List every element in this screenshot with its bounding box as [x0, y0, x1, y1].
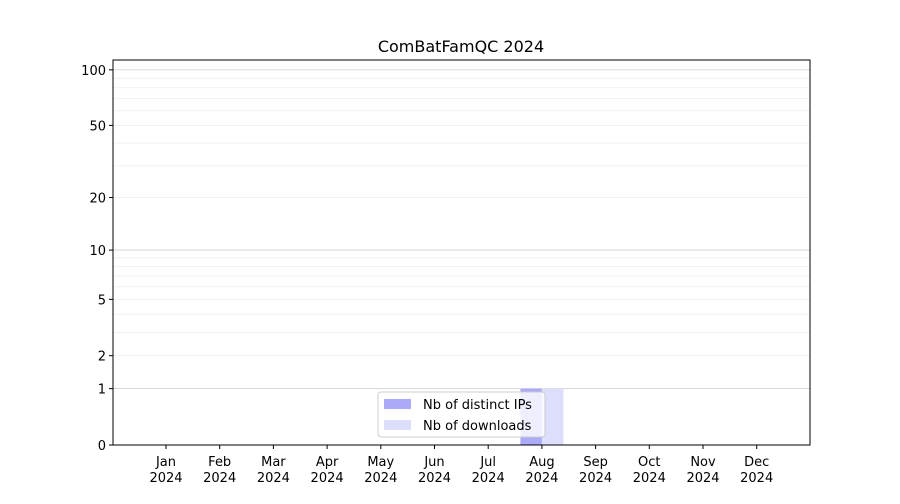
- y-tick-label: 100: [81, 64, 106, 79]
- x-tick-label: Oct: [638, 455, 660, 470]
- x-tick-label: Feb: [208, 455, 231, 470]
- chart-title: ComBatFamQC 2024: [378, 37, 544, 56]
- x-tick-label: Apr: [316, 455, 339, 470]
- legend: Nb of distinct IPs Nb of downloads: [377, 391, 546, 438]
- grid: [113, 69, 810, 446]
- x-tick-label: 2024: [257, 471, 290, 486]
- legend-swatch-downloads: [384, 420, 411, 430]
- x-tick-label: 2024: [149, 471, 182, 486]
- x-tick-label: 2024: [311, 471, 344, 486]
- x-tick-label: 2024: [633, 471, 666, 486]
- legend-label-distinct-ips: Nb of distinct IPs: [423, 398, 532, 413]
- y-axis: 0 1 2 5 10 20 50 100: [81, 64, 113, 454]
- x-tick-label: 2024: [740, 471, 773, 486]
- x-tick-label: Jun: [423, 455, 444, 470]
- y-tick-label: 1: [98, 383, 106, 398]
- x-tick-label: May: [367, 455, 394, 470]
- x-tick-label: 2024: [472, 471, 505, 486]
- bar-downloads: [541, 388, 564, 445]
- x-tick-label: Nov: [690, 455, 716, 470]
- x-tick-label: 2024: [686, 471, 719, 486]
- y-tick-label: 5: [98, 293, 106, 308]
- x-tick-label: Aug: [529, 455, 554, 470]
- x-tick-label: 2024: [579, 471, 612, 486]
- x-tick-label: 2024: [418, 471, 451, 486]
- x-tick-label: Mar: [261, 455, 286, 470]
- x-tick-label: Dec: [744, 455, 769, 470]
- x-tick-label: 2024: [203, 471, 236, 486]
- legend-swatch-distinct-ips: [384, 399, 411, 409]
- y-tick-label: 2: [98, 350, 106, 365]
- y-tick-label: 20: [89, 192, 106, 207]
- y-tick-label: 10: [89, 244, 106, 259]
- x-tick-label: Jul: [479, 455, 496, 470]
- x-tick-label: 2024: [525, 471, 558, 486]
- legend-label-downloads: Nb of downloads: [423, 419, 532, 434]
- y-tick-label: 50: [89, 119, 106, 134]
- x-axis: Jan2024Feb2024Mar2024Apr2024May2024Jun20…: [149, 445, 773, 486]
- plot-frame: [112, 59, 811, 446]
- x-tick-label: 2024: [364, 471, 397, 486]
- y-tick-label: 0: [98, 439, 106, 454]
- legend-box: [377, 391, 546, 438]
- x-tick-label: Jan: [155, 455, 176, 470]
- x-tick-label: Sep: [583, 455, 608, 470]
